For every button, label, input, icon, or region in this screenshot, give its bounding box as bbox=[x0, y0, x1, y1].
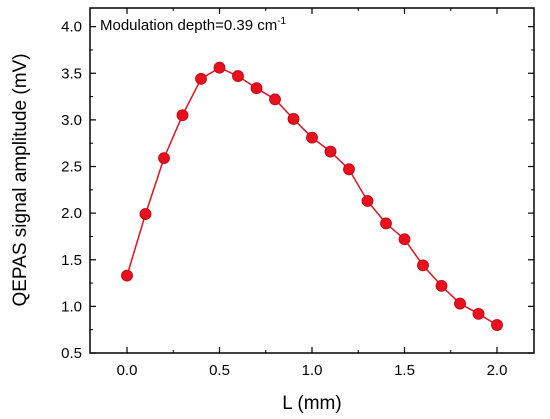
y-tick-label: 3.5 bbox=[61, 65, 82, 82]
data-point bbox=[287, 113, 300, 125]
data-point bbox=[380, 217, 392, 230]
y-tick-label: 3.0 bbox=[61, 112, 82, 129]
data-point bbox=[306, 131, 318, 144]
y-tick-label: 1.0 bbox=[61, 298, 82, 315]
annotation: Modulation depth=0.39 cm-1 bbox=[100, 16, 287, 34]
data-point bbox=[121, 269, 133, 282]
x-tick-label: 1.5 bbox=[394, 362, 415, 379]
data-point bbox=[213, 61, 226, 74]
data-point bbox=[269, 93, 281, 106]
data-point bbox=[195, 72, 207, 85]
data-point bbox=[232, 70, 244, 82]
data-point bbox=[398, 233, 411, 246]
data-point bbox=[472, 307, 485, 320]
annotation-text: Modulation depth=0.39 cm bbox=[100, 17, 277, 34]
data-point bbox=[361, 195, 374, 207]
y-tick-label: 0.5 bbox=[61, 345, 82, 362]
data-point bbox=[250, 82, 263, 95]
x-tick-label: 0.0 bbox=[117, 362, 138, 379]
data-point bbox=[435, 279, 448, 292]
x-axis-ticks: 0.0 0.5 1.0 1.5 2.0 bbox=[117, 8, 508, 379]
data-point bbox=[176, 109, 189, 122]
data-point bbox=[417, 259, 429, 272]
y-tick-label: 2.5 bbox=[61, 159, 82, 176]
x-tick-label: 0.5 bbox=[209, 362, 230, 379]
y-axis-ticks: 0.5 1.0 1.5 2.0 2.5 3.0 3.5 4.0 bbox=[61, 19, 534, 362]
x-tick-label: 2.0 bbox=[487, 362, 508, 379]
data-point bbox=[324, 145, 337, 158]
annotation-superscript: -1 bbox=[277, 16, 286, 27]
data-points bbox=[121, 61, 503, 331]
x-axis-label: L (mm) bbox=[282, 393, 341, 414]
y-axis-label: QEPAS signal amplitude (mV) bbox=[10, 53, 31, 306]
data-point bbox=[158, 152, 170, 165]
data-point bbox=[139, 208, 152, 220]
y-tick-label: 4.0 bbox=[61, 19, 82, 36]
data-point bbox=[491, 319, 503, 331]
y-tick-label: 1.5 bbox=[61, 252, 82, 269]
y-tick-label: 2.0 bbox=[61, 205, 82, 222]
data-point bbox=[343, 163, 355, 176]
data-point bbox=[454, 297, 466, 310]
x-tick-label: 1.0 bbox=[302, 362, 323, 379]
